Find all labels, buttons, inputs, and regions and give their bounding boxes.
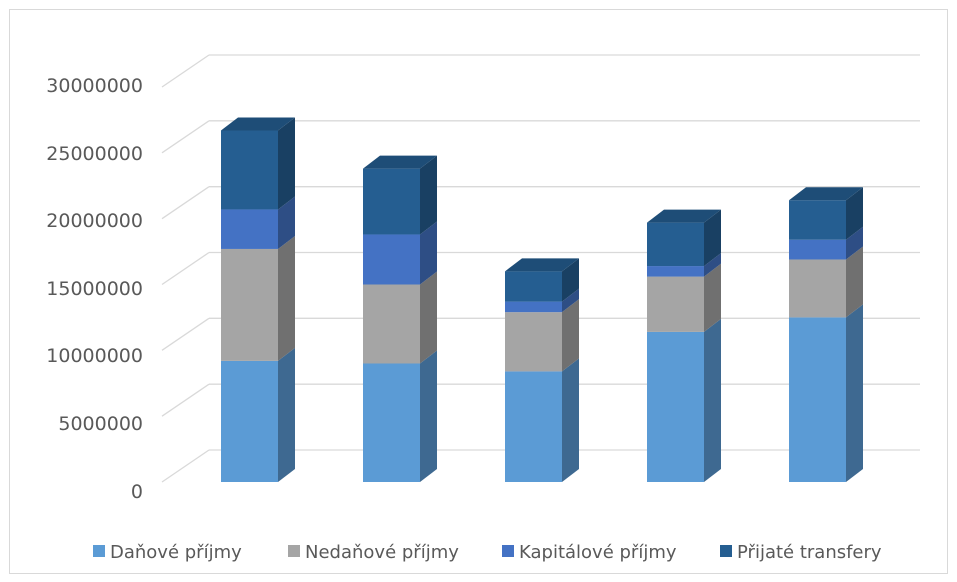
legend: Daňové příjmy Nedaňové příjmy Kapitálové… (93, 542, 882, 563)
legend-label-transfery: Přijaté transfery (737, 542, 882, 563)
bar-segment (221, 196, 295, 249)
bar-front (789, 200, 846, 240)
bar-side (278, 347, 295, 482)
bar-side (420, 155, 437, 235)
bar-front (221, 130, 278, 210)
y-tick-label: 10000000 (46, 345, 143, 367)
bar-front (505, 371, 562, 482)
y-tick-label: 0 (131, 481, 143, 503)
bar-front (647, 276, 704, 332)
bar-segment (647, 263, 721, 332)
y-axis-ticks: 0 5000000 10000000 15000000 20000000 250… (46, 75, 143, 503)
bar-segment (363, 155, 437, 235)
gridline-side (161, 186, 210, 220)
legend-label-danove: Daňové příjmy (110, 542, 242, 563)
bar-side (704, 253, 721, 277)
bar-segment (789, 304, 863, 482)
bar-segment (363, 271, 437, 364)
bar-segment (647, 209, 721, 267)
bar-top (221, 117, 295, 131)
bar-side (278, 235, 295, 361)
bar-front (363, 363, 420, 482)
bar-segment (505, 299, 579, 372)
bar-segment (363, 221, 437, 285)
bar-top (647, 209, 721, 223)
y-tick-label: 15000000 (46, 278, 143, 300)
bar-top (789, 187, 863, 201)
y-tick-label: 30000000 (46, 75, 143, 97)
legend-label-nedanove: Nedaňové příjmy (305, 542, 459, 563)
bar-front (647, 266, 704, 277)
bar-side (846, 246, 863, 318)
bar-side (562, 358, 579, 482)
bar-front (505, 301, 562, 313)
bar-side (704, 318, 721, 482)
gridline-side (161, 251, 210, 286)
gridline-side (161, 317, 210, 351)
bar-side (420, 350, 437, 482)
legend-swatch-nedanove (288, 545, 300, 557)
bar-front (789, 317, 846, 482)
bar-front (221, 209, 278, 249)
bar-top (505, 258, 579, 272)
bar-segment (789, 246, 863, 318)
bar-side (278, 196, 295, 249)
bar-side (704, 209, 721, 267)
legend-label-kapitalove: Kapitálové příjmy (519, 542, 677, 563)
bar-segment (221, 235, 295, 361)
legend-swatch-danove (93, 545, 105, 557)
bar-top (363, 155, 437, 169)
bar-front (363, 284, 420, 364)
bar-segment (505, 288, 579, 313)
gridline-side (161, 54, 210, 88)
bar-side (562, 258, 579, 302)
bar-segment (505, 358, 579, 482)
legend-swatch-transfery (720, 545, 732, 557)
bar-side (846, 226, 863, 260)
bar-front (505, 312, 562, 372)
bar-front (221, 360, 278, 482)
bar-front (505, 271, 562, 302)
gridline-side (161, 383, 210, 417)
bar-segment (505, 258, 579, 302)
bar-side (562, 288, 579, 313)
bar-side (562, 299, 579, 372)
y-tick-label: 5000000 (58, 413, 143, 435)
gridline-side (161, 120, 210, 154)
bar-front (647, 331, 704, 482)
bar-front (789, 239, 846, 260)
gridline-side (161, 449, 210, 483)
bar-side (704, 263, 721, 332)
bar-side (846, 304, 863, 482)
y-tick-label: 20000000 (46, 210, 143, 232)
bar-segment (647, 253, 721, 277)
bar-segment (789, 226, 863, 260)
bar-segment (363, 350, 437, 482)
bar-segment (789, 187, 863, 240)
bar-segment (647, 318, 721, 482)
bar-segment (221, 347, 295, 482)
bar-front (647, 222, 704, 267)
bar-side (278, 117, 295, 210)
bars (221, 117, 863, 482)
bar-side (420, 221, 437, 285)
bar-front (363, 168, 420, 235)
bar-front (363, 234, 420, 285)
bar-front (221, 248, 278, 361)
bar-segment (221, 117, 295, 210)
legend-swatch-kapitalove (502, 545, 514, 557)
y-tick-label: 25000000 (46, 143, 143, 165)
bar-side (846, 187, 863, 240)
bar-side (420, 271, 437, 364)
bar-front (789, 259, 846, 318)
